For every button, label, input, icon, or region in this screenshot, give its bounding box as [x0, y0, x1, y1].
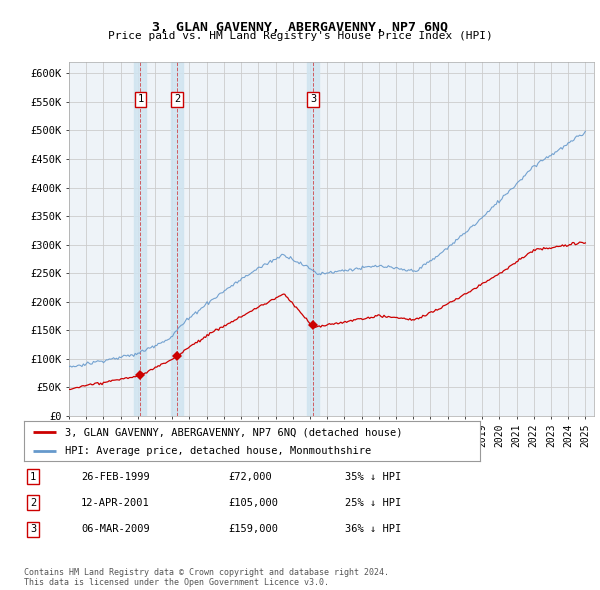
Text: 2: 2	[174, 94, 180, 104]
Text: 36% ↓ HPI: 36% ↓ HPI	[345, 525, 401, 534]
Text: 25% ↓ HPI: 25% ↓ HPI	[345, 498, 401, 507]
Text: 1: 1	[30, 472, 36, 481]
Text: £72,000: £72,000	[228, 472, 272, 481]
Text: HPI: Average price, detached house, Monmouthshire: HPI: Average price, detached house, Monm…	[65, 445, 371, 455]
Text: 3: 3	[30, 525, 36, 534]
Text: 26-FEB-1999: 26-FEB-1999	[81, 472, 150, 481]
Text: 35% ↓ HPI: 35% ↓ HPI	[345, 472, 401, 481]
Bar	[134, 62, 146, 416]
Text: 3, GLAN GAVENNY, ABERGAVENNY, NP7 6NQ (detached house): 3, GLAN GAVENNY, ABERGAVENNY, NP7 6NQ (d…	[65, 427, 403, 437]
Bar	[171, 62, 183, 416]
Text: 2: 2	[30, 498, 36, 507]
Text: 1: 1	[137, 94, 143, 104]
Text: Price paid vs. HM Land Registry's House Price Index (HPI): Price paid vs. HM Land Registry's House …	[107, 31, 493, 41]
Text: 06-MAR-2009: 06-MAR-2009	[81, 525, 150, 534]
Text: £105,000: £105,000	[228, 498, 278, 507]
Text: 12-APR-2001: 12-APR-2001	[81, 498, 150, 507]
Text: £159,000: £159,000	[228, 525, 278, 534]
Text: 3: 3	[310, 94, 316, 104]
Bar	[307, 62, 319, 416]
Text: 3, GLAN GAVENNY, ABERGAVENNY, NP7 6NQ: 3, GLAN GAVENNY, ABERGAVENNY, NP7 6NQ	[152, 21, 448, 34]
Text: Contains HM Land Registry data © Crown copyright and database right 2024.
This d: Contains HM Land Registry data © Crown c…	[24, 568, 389, 587]
